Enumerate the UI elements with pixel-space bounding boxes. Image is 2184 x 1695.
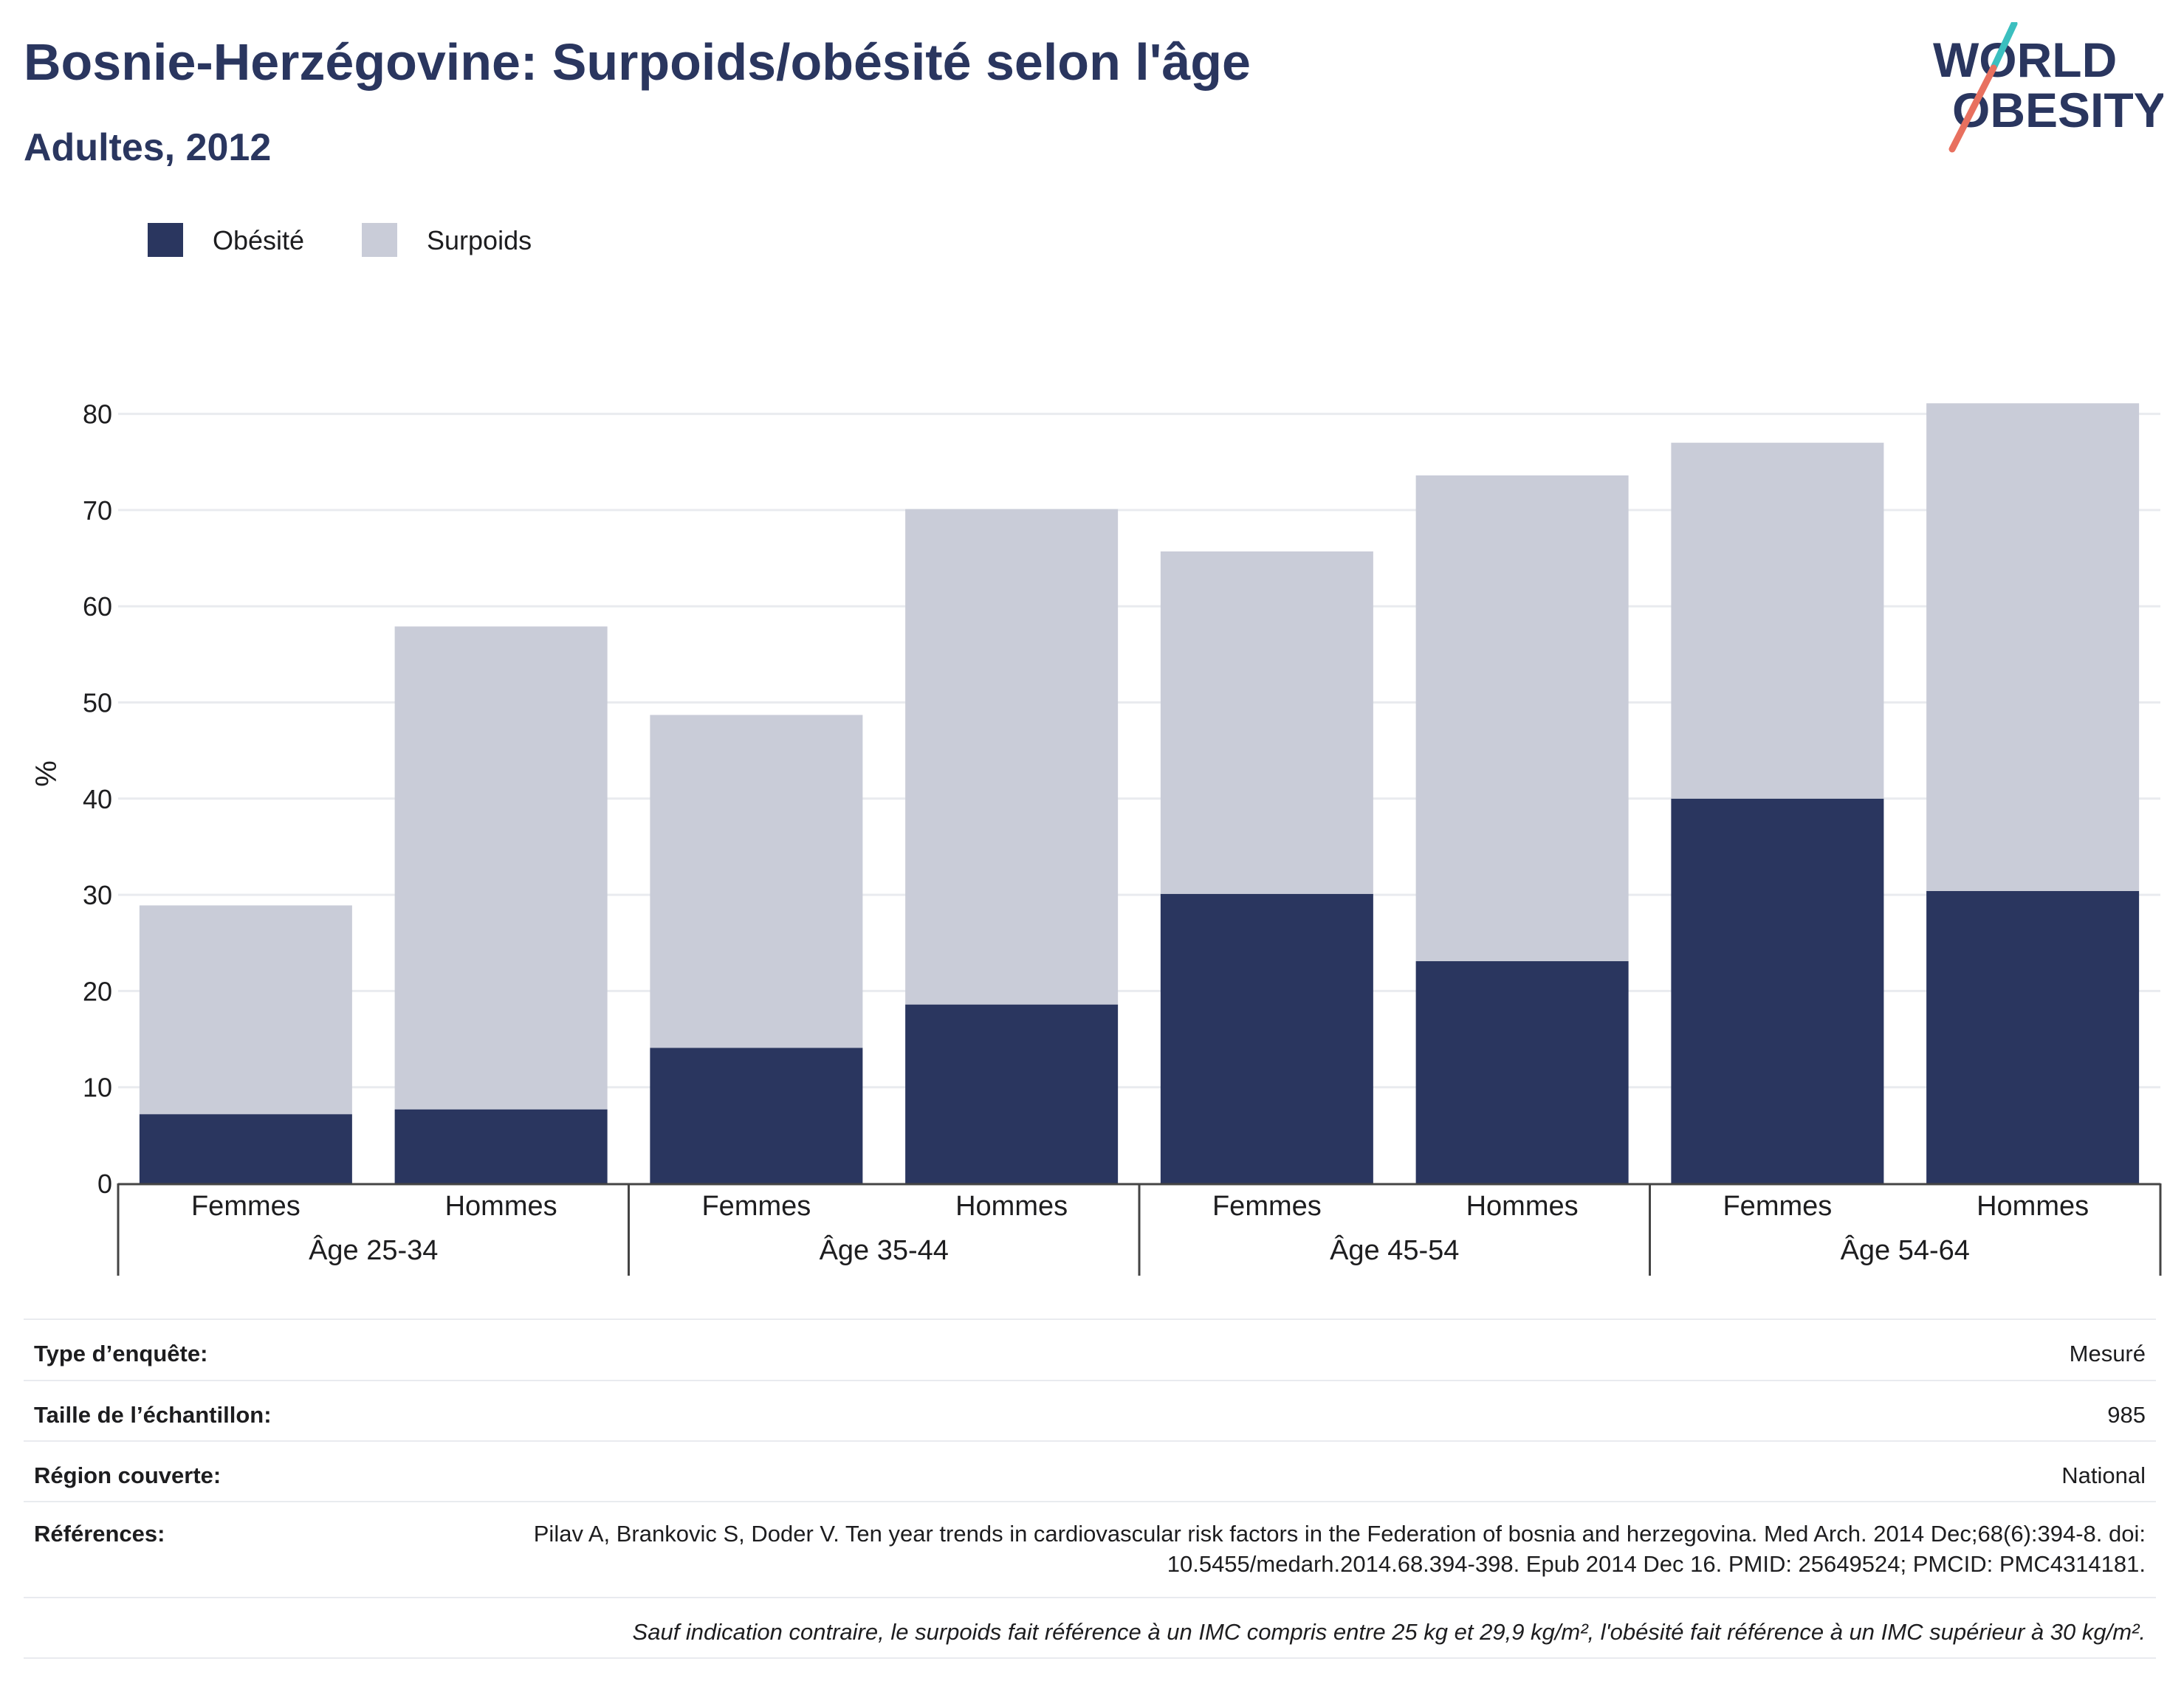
y-tick-label: 70 — [83, 495, 112, 526]
bar-surpoids-7 — [1926, 403, 2140, 891]
bar-surpoids-0 — [139, 905, 352, 1115]
y-tick-label: 40 — [83, 784, 112, 814]
bar-surpoids-6 — [1671, 442, 1884, 799]
survey-type-value: Mesuré — [2069, 1341, 2146, 1366]
bar-obesite-5 — [1415, 961, 1629, 1183]
references-value: Pilav A, Brankovic S, Doder V. Ten year … — [533, 1521, 2146, 1577]
legend-swatch-1 — [362, 223, 397, 257]
y-tick-label: 30 — [83, 880, 112, 910]
x-tick-label: Femmes — [1723, 1191, 1832, 1222]
y-axis-label: % — [30, 760, 63, 787]
y-tick-label: 20 — [83, 976, 112, 1006]
bar-obesite-3 — [905, 1004, 1119, 1183]
region-label: Région couverte: — [34, 1462, 222, 1488]
y-tick-label: 0 — [97, 1169, 112, 1199]
x-group-label: Âge 54-64 — [1841, 1234, 1970, 1266]
logo-line-1: WORLD — [1933, 32, 2117, 87]
info-row-region: Région couverte: National — [24, 1440, 2156, 1501]
x-tick-label: Hommes — [955, 1191, 1068, 1222]
bar-obesite-1 — [394, 1109, 608, 1183]
bar-surpoids-5 — [1415, 475, 1629, 962]
x-tick-label: Hommes — [1977, 1191, 2089, 1222]
x-group-label: Âge 45-54 — [1330, 1234, 1459, 1266]
legend-label-1: Surpoids — [427, 225, 532, 255]
y-tick-label: 50 — [83, 688, 112, 718]
logo-line-2: OBESITY — [1952, 83, 2163, 137]
chart-title: Bosnie-Herzégovine: Surpoids/obésité sel… — [24, 33, 1251, 91]
x-tick-label: Femmes — [1212, 1191, 1322, 1222]
info-row-sample-size: Taille de l’échantillon: 985 — [24, 1380, 2156, 1440]
bar-obesite-7 — [1926, 890, 2140, 1183]
bar-obesite-2 — [650, 1048, 863, 1183]
info-row-survey-type: Type d’enquête: Mesuré — [24, 1318, 2156, 1380]
logo-slash-coral — [1948, 64, 1997, 153]
world-obesity-logo: WORLD OBESITY — [1933, 22, 2163, 153]
sample-size-label: Taille de l’échantillon: — [34, 1402, 272, 1428]
survey-type-label: Type d’enquête: — [34, 1341, 208, 1366]
bar-surpoids-3 — [905, 509, 1119, 1005]
sample-size-value: 985 — [2107, 1402, 2146, 1428]
footnote: Sauf indication contraire, le surpoids f… — [632, 1619, 2146, 1645]
x-tick-label: Hommes — [445, 1191, 557, 1222]
x-tick-label: Femmes — [191, 1191, 301, 1222]
logo-slash-teal — [1990, 22, 2018, 72]
chart-subtitle: Adultes, 2012 — [24, 126, 272, 169]
x-tick-label: Hommes — [1466, 1191, 1579, 1222]
region-value: National — [2061, 1462, 2146, 1488]
x-tick-label: Femmes — [701, 1191, 811, 1222]
info-row-footnote: Sauf indication contraire, le surpoids f… — [24, 1597, 2156, 1659]
bar-obesite-0 — [139, 1114, 352, 1183]
x-group-label: Âge 25-34 — [309, 1234, 438, 1266]
y-tick-label: 80 — [83, 399, 112, 430]
survey-info-table: Type d’enquête: Mesuré Taille de l’échan… — [24, 1318, 2156, 1659]
x-group-label: Âge 35-44 — [820, 1234, 949, 1266]
bar-obesite-6 — [1671, 798, 1884, 1183]
references-label: Références: — [34, 1521, 165, 1547]
y-tick-label: 10 — [83, 1073, 112, 1103]
bar-obesite-4 — [1160, 893, 1373, 1183]
bar-surpoids-4 — [1160, 551, 1373, 894]
bar-surpoids-2 — [650, 715, 863, 1048]
info-row-references: Références: Pilav A, Brankovic S, Doder … — [24, 1501, 2156, 1597]
stacked-bar-chart: Obésité Surpoids 0 10 20 30 40 50 60 70 80% Femmes H… — [30, 223, 2162, 1276]
y-tick-label: 60 — [83, 591, 112, 622]
legend-label-0: Obésité — [213, 225, 304, 255]
bar-surpoids-1 — [394, 626, 608, 1110]
legend-swatch-0 — [148, 223, 183, 257]
